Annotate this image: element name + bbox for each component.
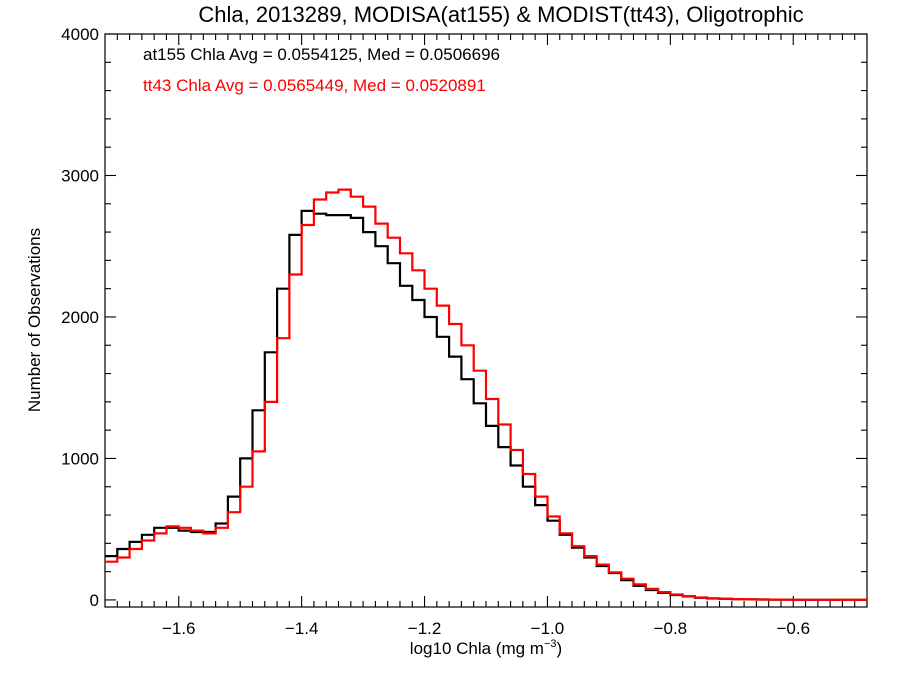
annotation-tt43: tt43 Chla Avg = 0.0565449, Med = 0.05208… bbox=[143, 76, 486, 95]
annotation-at155: at155 Chla Avg = 0.0554125, Med = 0.0506… bbox=[143, 45, 500, 64]
y-tick-label: 4000 bbox=[61, 25, 99, 44]
series-layer bbox=[105, 188, 867, 601]
y-axis-label: Number of Observations bbox=[25, 228, 44, 412]
x-axis: −1.6 −1.4 −1.2 −1.0 −0.8 −0.6 bbox=[116, 34, 868, 638]
x-tick-label: −1.2 bbox=[408, 619, 442, 638]
x-tick-label: −0.8 bbox=[654, 619, 688, 638]
y-tick-label: 1000 bbox=[61, 449, 99, 468]
y-tick-label: 3000 bbox=[61, 166, 99, 185]
series-line-1 bbox=[105, 188, 867, 601]
x-tick-label: −1.6 bbox=[162, 619, 196, 638]
y-tick-label: 2000 bbox=[61, 308, 99, 327]
x-axis-label-base: log10 Chla (mg m bbox=[410, 639, 544, 658]
x-tick-label: −1.4 bbox=[285, 619, 319, 638]
plot-frame bbox=[104, 33, 868, 608]
x-axis-label-exponent: −3 bbox=[544, 638, 557, 650]
chart-title: Chla, 2013289, MODISA(at155) & MODIST(tt… bbox=[198, 2, 803, 27]
y-tick-label: 0 bbox=[90, 591, 99, 610]
series-line-0 bbox=[105, 209, 867, 601]
x-axis-label-close: ) bbox=[557, 639, 563, 658]
y-axis: 0 1000 2000 3000 4000 bbox=[61, 25, 867, 610]
x-tick-label: −0.6 bbox=[776, 619, 810, 638]
x-tick-label: −1.0 bbox=[531, 619, 565, 638]
x-axis-label: log10 Chla (mg m−3) bbox=[410, 638, 562, 658]
